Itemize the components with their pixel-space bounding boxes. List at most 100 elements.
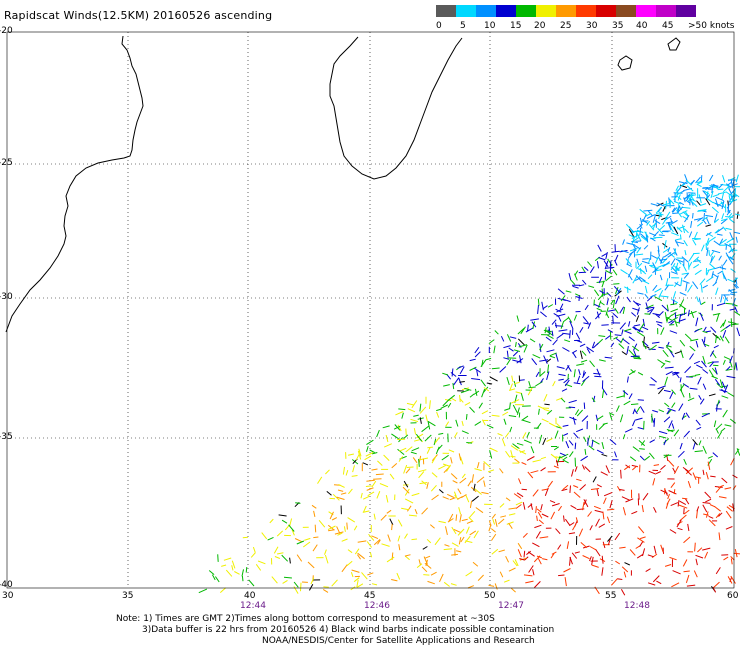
wind-barb: [684, 468, 692, 476]
wind-barb: [282, 579, 288, 584]
wind-barb: [514, 559, 519, 567]
wind-barb: [500, 515, 507, 518]
wind-barb: [591, 341, 596, 349]
wind-barb: [540, 456, 547, 460]
wind-barb: [413, 414, 419, 417]
wind-barb: [476, 461, 480, 469]
wind-barb: [683, 458, 687, 465]
wind-barb: [453, 528, 462, 534]
wind-barb: [711, 186, 713, 194]
wind-barb: [707, 461, 711, 471]
wind-barb: [574, 466, 578, 472]
wind-barb: [682, 497, 688, 500]
wind-barb: [357, 540, 367, 543]
wind-barb: [712, 332, 719, 339]
wind-barb: [543, 408, 550, 412]
wind-barb: [362, 495, 370, 500]
wind-barb: [613, 285, 620, 293]
wind-barb: [300, 582, 302, 592]
wind-barb: [635, 315, 640, 322]
wind-barb: [568, 272, 572, 280]
colorbar-swatch: [636, 5, 656, 17]
wind-barb: [398, 447, 407, 452]
wind-barb: [690, 338, 699, 342]
wind-barb: [564, 518, 571, 526]
wind-barb: [662, 205, 666, 212]
wind-barb: [537, 558, 542, 565]
wind-barb: [714, 229, 720, 234]
wind-barb: [734, 362, 737, 370]
wind-barb: [720, 218, 728, 222]
wind-barb: [549, 352, 557, 357]
wind-barb: [407, 408, 416, 413]
note-line-2: 3)Data buffer is 22 hrs from 20160526 4)…: [142, 625, 555, 635]
wind-barb: [434, 437, 440, 444]
wind-barb: [615, 560, 621, 565]
wind-barb: [664, 211, 671, 220]
wind-barb: [367, 572, 374, 576]
wind-barb: [531, 358, 538, 366]
wind-barb: [364, 455, 372, 461]
wind-barb: [708, 174, 714, 182]
wind-barb: [636, 307, 640, 315]
wind-barb: [719, 389, 728, 393]
wind-barb: [724, 243, 732, 248]
wind-barb: [671, 207, 676, 213]
wind-barb: [607, 258, 613, 266]
wind-barb: [572, 416, 576, 425]
wind-barb: [461, 430, 469, 435]
wind-barb: [387, 534, 391, 542]
wind-barb: [367, 491, 375, 497]
wind-barb: [695, 419, 701, 426]
wind-barb: [666, 304, 669, 312]
map-frame: [6, 31, 735, 589]
wind-barb: [722, 330, 727, 338]
wind-barb: [498, 549, 505, 553]
wind-barb: [715, 227, 724, 234]
wind-barb: [675, 258, 684, 263]
wind-barb: [398, 456, 404, 462]
wind-barb: [538, 519, 544, 525]
wind-barb: [573, 314, 578, 321]
wind-barb: [365, 485, 372, 487]
colorbar-swatch: [576, 5, 596, 17]
wind-barb: [638, 526, 645, 534]
wind-barb: [735, 236, 738, 243]
wind-barb: [522, 502, 526, 510]
wind-barb: [442, 399, 450, 407]
wind-barb: [702, 469, 705, 476]
wind-barb: [485, 357, 492, 361]
wind-barb: [564, 577, 567, 587]
wind-barb: [614, 334, 622, 336]
wind-barb: [453, 491, 457, 497]
wind-barb: [627, 274, 633, 281]
wind-barb: [677, 194, 681, 201]
wind-barb: [703, 326, 707, 333]
wind-barb: [624, 562, 631, 566]
wind-barb: [705, 471, 709, 480]
wind-barb: [522, 419, 531, 424]
wind-barb: [424, 434, 432, 442]
wind-barb: [576, 363, 585, 366]
wind-barb: [734, 231, 740, 235]
wind-barb: [516, 407, 520, 415]
wind-barb: [606, 298, 609, 306]
wind-barb: [558, 373, 566, 377]
wind-barb: [416, 433, 424, 439]
wind-barb: [699, 278, 706, 285]
wind-barb: [652, 214, 657, 223]
wind-barb: [645, 302, 649, 311]
wind-barb: [713, 581, 720, 588]
wind-barb: [532, 459, 542, 463]
wind-barb: [646, 214, 656, 219]
wind-barb: [459, 381, 465, 383]
wind-barb: [612, 269, 618, 276]
wind-barb: [329, 511, 334, 520]
wind-barb: [661, 217, 668, 225]
wind-barb: [532, 569, 535, 576]
wind-barb: [483, 480, 486, 487]
wind-barb: [405, 468, 411, 474]
wind-barb: [487, 469, 495, 473]
wind-barb: [702, 369, 709, 374]
wind-barb: [403, 434, 409, 439]
